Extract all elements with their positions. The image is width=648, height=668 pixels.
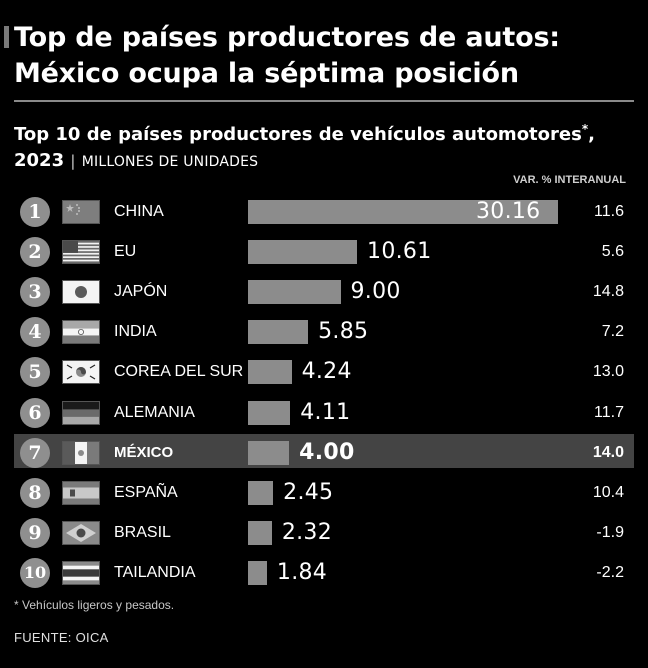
brazil-flag-icon (62, 520, 100, 545)
country-label: JAPÓN (114, 283, 168, 301)
chart-title-separator: | (70, 152, 76, 170)
south-korea-flag-icon (62, 360, 100, 385)
bar (248, 520, 272, 545)
bar-value-label: 2.45 (283, 479, 334, 505)
country-label: BRASIL (114, 523, 171, 541)
source-note: FUENTE: OICA (14, 630, 109, 645)
yoy-change-value: 11.7 (594, 403, 624, 421)
country-label: ESPAÑA (114, 483, 178, 501)
yoy-change-value: 7.2 (601, 323, 624, 341)
yoy-change-value: 13.0 (592, 363, 624, 381)
yoy-change-value: 10.4 (592, 483, 624, 501)
yoy-change-value: 11.6 (594, 203, 624, 220)
rank-badge: 6 (20, 397, 50, 428)
yoy-change-value: -2.2 (596, 563, 624, 581)
rank-badge: 3 (20, 277, 50, 308)
country-label: MÉXICO (114, 443, 174, 461)
yoy-change-value: -1.9 (596, 523, 624, 541)
country-label: COREA DEL SUR (114, 363, 244, 381)
yoy-change-value: 5.6 (601, 243, 624, 261)
bar (248, 480, 274, 505)
china-flag-icon (62, 200, 100, 224)
yoy-column-header: VAR. % INTERANUAL (513, 174, 626, 186)
title-accent-bar (4, 26, 9, 48)
germany-flag-icon (62, 400, 100, 425)
bar-value-label: 5.85 (318, 319, 369, 345)
bar-value-label: 4.00 (299, 439, 355, 465)
rank-badge: 7 (20, 437, 50, 468)
main-title: Top de países productores de autos: Méxi… (14, 20, 639, 92)
chart-title: Top 10 de países productores de vehículo… (14, 122, 595, 171)
spain-flag-icon (62, 480, 100, 505)
main-title-line2: México ocupa la séptima posición (14, 58, 519, 89)
bar (248, 280, 341, 305)
thailand-flag-icon (62, 560, 100, 585)
bar (248, 400, 291, 425)
rank-badge: 10 (20, 557, 50, 588)
bar-value-label: 2.32 (281, 519, 333, 545)
bar-value-label: 30.16 (476, 199, 541, 224)
chart-units: MILLONES DE UNIDADES (81, 154, 259, 170)
rank-badge: 2 (20, 237, 50, 268)
bar-value-label: 1.84 (276, 559, 328, 585)
rank-badge: 8 (20, 477, 50, 508)
india-flag-icon (62, 320, 100, 345)
bar-value-label: 4.11 (300, 399, 351, 425)
chart-title-year: 2023 (14, 150, 65, 171)
rank-badge: 4 (20, 317, 50, 348)
yoy-change-value: 14.8 (592, 283, 624, 301)
rank-badge: 9 (20, 517, 50, 548)
japan-flag-icon (62, 280, 100, 305)
rank-badge: 1 (20, 197, 50, 227)
usa-flag-icon (62, 240, 100, 265)
mexico-flag-icon (62, 440, 100, 465)
country-label: INDIA (114, 323, 157, 341)
bar (248, 560, 267, 585)
bar (248, 200, 558, 224)
bar (248, 240, 358, 265)
bar-value-label: 4.24 (301, 359, 352, 385)
bar (248, 320, 309, 345)
country-label: EU (114, 243, 137, 261)
footnote: * Vehículos ligeros y pesados. (14, 598, 175, 612)
bar (248, 440, 290, 465)
highlight-row-mexico (14, 434, 634, 468)
main-title-line1: Top de países productores de autos: (14, 22, 560, 53)
country-label: ALEMANIA (114, 403, 195, 421)
country-label: TAILANDIA (114, 563, 196, 581)
yoy-change-value: 14.0 (592, 443, 624, 461)
title-divider (14, 100, 634, 102)
country-label: CHINA (114, 203, 164, 220)
bar-value-label: 9.00 (350, 279, 401, 305)
bar (248, 360, 292, 385)
rank-badge: 5 (20, 357, 50, 388)
chart-title-text: Top 10 de países productores de vehículo… (14, 124, 582, 145)
chart-title-asterisk: * (581, 122, 589, 136)
bar-value-label: 10.61 (367, 239, 432, 265)
